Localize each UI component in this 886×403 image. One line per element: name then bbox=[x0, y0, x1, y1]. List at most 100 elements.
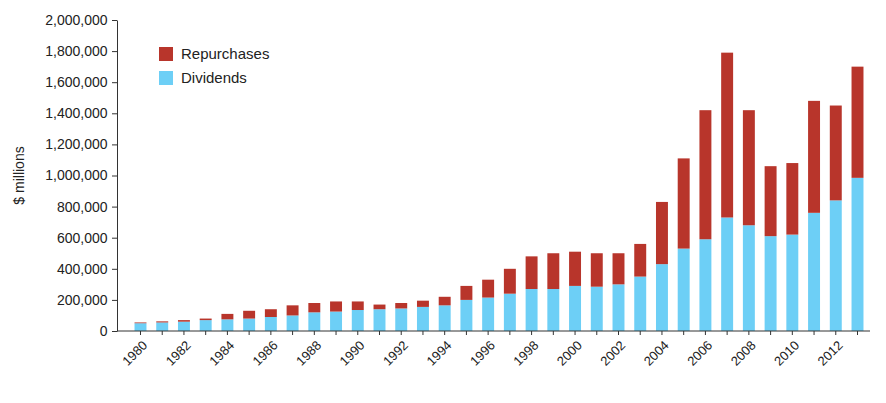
bar-segment bbox=[374, 305, 386, 310]
x-tick-label: 1988 bbox=[293, 338, 324, 369]
y-tick: 600,000 bbox=[57, 230, 117, 246]
x-tick-mark bbox=[661, 331, 662, 335]
x-tick-mark bbox=[292, 331, 293, 335]
bar-segment bbox=[830, 200, 842, 331]
y-tick-mark bbox=[112, 207, 117, 208]
bar-segment bbox=[591, 253, 603, 286]
bar-segment bbox=[591, 287, 603, 331]
bar-segment bbox=[743, 225, 755, 331]
y-tick: 800,000 bbox=[57, 199, 117, 215]
x-tick-label: 1982 bbox=[163, 338, 194, 369]
x-tick-mark bbox=[618, 331, 619, 335]
bar-segment bbox=[569, 286, 581, 331]
bar-segment bbox=[460, 300, 472, 331]
y-tick-mark bbox=[112, 176, 117, 177]
x-tick-mark bbox=[748, 331, 749, 335]
x-tick-label: 1986 bbox=[250, 338, 281, 369]
bar-segment bbox=[330, 312, 342, 331]
x-tick-mark bbox=[270, 331, 271, 335]
y-tick-mark bbox=[112, 144, 117, 145]
x-tick bbox=[727, 331, 728, 335]
x-tick: 1988 bbox=[293, 331, 324, 369]
x-tick-label: 1996 bbox=[467, 338, 498, 369]
x-tick-mark bbox=[640, 331, 641, 335]
bar-segment bbox=[526, 256, 538, 289]
y-tick-label: 1,400,000 bbox=[45, 105, 107, 121]
bar-segment bbox=[765, 166, 777, 236]
bar-segment bbox=[330, 301, 342, 311]
x-tick: 1996 bbox=[467, 331, 498, 369]
x-tick bbox=[857, 331, 858, 335]
bar-segment bbox=[352, 310, 364, 331]
y-tick-mark bbox=[112, 238, 117, 239]
bar-segment bbox=[613, 253, 625, 284]
x-tick-label: 1990 bbox=[337, 338, 368, 369]
y-tick-label: 1,600,000 bbox=[45, 74, 107, 90]
bar-segment bbox=[569, 252, 581, 286]
bar-segment bbox=[504, 269, 516, 294]
bar-segment bbox=[308, 303, 320, 312]
x-tick: 1986 bbox=[250, 331, 281, 369]
bar-segment bbox=[178, 320, 190, 322]
x-tick-mark bbox=[444, 331, 445, 335]
y-axis-line bbox=[117, 21, 118, 332]
x-tick: 2002 bbox=[597, 331, 628, 369]
y-tick-mark bbox=[112, 20, 117, 21]
x-tick-label: 2000 bbox=[554, 338, 585, 369]
y-tick-mark bbox=[112, 269, 117, 270]
x-tick bbox=[466, 331, 467, 335]
y-tick-mark bbox=[112, 300, 117, 301]
y-tick: 1,200,000 bbox=[45, 136, 117, 152]
x-tick bbox=[205, 331, 206, 335]
x-tick-mark bbox=[422, 331, 423, 335]
x-tick-mark bbox=[509, 331, 510, 335]
x-tick bbox=[509, 331, 510, 335]
x-tick bbox=[292, 331, 293, 335]
x-tick bbox=[162, 331, 163, 335]
bar-segment bbox=[808, 213, 820, 331]
bar-segment bbox=[135, 322, 147, 324]
x-tick-mark bbox=[792, 331, 793, 335]
bar-segment bbox=[678, 249, 690, 331]
bar-segment bbox=[308, 312, 320, 331]
legend-swatch bbox=[159, 47, 173, 61]
y-tick: 1,800,000 bbox=[45, 43, 117, 59]
bar-segment bbox=[221, 314, 233, 319]
x-axis-line bbox=[117, 331, 870, 332]
bar-segment bbox=[200, 320, 212, 331]
x-tick-mark bbox=[336, 331, 337, 335]
x-tick-mark bbox=[705, 331, 706, 335]
x-tick-mark bbox=[814, 331, 815, 335]
x-tick-mark bbox=[553, 331, 554, 335]
x-tick-mark bbox=[857, 331, 858, 335]
x-tick-label: 1998 bbox=[510, 338, 541, 369]
x-tick-label: 2010 bbox=[771, 338, 802, 369]
bar-segment bbox=[178, 322, 190, 331]
legend: RepurchasesDividends bbox=[159, 45, 269, 86]
x-tick-mark bbox=[162, 331, 163, 335]
y-tick-label: 200,000 bbox=[57, 292, 108, 308]
bar-segment bbox=[786, 235, 798, 331]
bar-segment bbox=[417, 301, 429, 307]
bar-segment bbox=[460, 286, 472, 300]
y-tick: 1,600,000 bbox=[45, 74, 117, 90]
bar-segment bbox=[852, 178, 864, 331]
y-axis: 0200,000400,000600,000800,0001,000,0001,… bbox=[45, 12, 117, 339]
x-tick-mark bbox=[466, 331, 467, 335]
x-tick-mark bbox=[596, 331, 597, 335]
x-tick-mark bbox=[227, 331, 228, 335]
bar-segment bbox=[678, 158, 690, 248]
x-tick bbox=[422, 331, 423, 335]
x-tick bbox=[814, 331, 815, 335]
bar-segment bbox=[699, 110, 711, 239]
bar-segment bbox=[547, 289, 559, 331]
bar-segment bbox=[439, 305, 451, 331]
y-tick: 1,000,000 bbox=[45, 167, 117, 183]
x-tick: 2008 bbox=[728, 331, 759, 369]
bar-segment bbox=[265, 309, 277, 317]
x-tick-mark bbox=[379, 331, 380, 335]
x-tick-mark bbox=[835, 331, 836, 335]
bar-segment bbox=[156, 322, 168, 331]
x-tick-label: 1980 bbox=[119, 338, 150, 369]
y-axis-title: $ millions bbox=[11, 146, 27, 204]
